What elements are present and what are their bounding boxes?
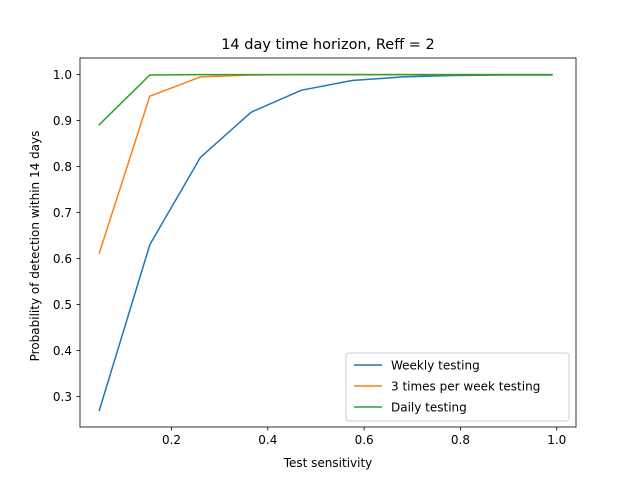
x-tick-label: 1.0 (547, 433, 566, 447)
y-tick-label: 1.0 (53, 68, 72, 82)
x-axis-label: Test sensitivity (283, 456, 373, 470)
x-tick-label: 0.6 (355, 433, 374, 447)
legend-label: 3 times per week testing (391, 379, 540, 393)
legend-label: Weekly testing (391, 358, 480, 372)
y-tick-label: 0.3 (53, 390, 72, 404)
y-tick-label: 0.7 (53, 206, 72, 220)
x-tick-label: 0.2 (162, 433, 181, 447)
series-line-2 (98, 73, 553, 126)
chart-title: 14 day time horizon, Reff = 2 (221, 37, 435, 53)
y-tick-label: 0.5 (53, 298, 72, 312)
y-tick-label: 0.4 (53, 344, 72, 358)
y-axis-label: Probability of detection within 14 days (28, 131, 42, 362)
y-tick-label: 0.8 (53, 160, 72, 174)
y-tick-label: 0.9 (53, 114, 72, 128)
plot-area: 0.2 0.4 0.6 0.8 1.0 0.3 0.4 0.5 0.6 0.7 0.8 0.9 1.0 (53, 57, 577, 447)
axes-frame (79, 57, 577, 428)
legend-label: Daily testing (391, 400, 467, 414)
series-line-1 (98, 73, 553, 255)
x-tick-label: 0.4 (258, 433, 277, 447)
x-tick-label: 0.8 (451, 433, 470, 447)
legend: Weekly testing 3 times per week testing Da… (345, 352, 570, 422)
legend-frame (345, 352, 570, 422)
y-tick-label: 0.6 (53, 252, 72, 266)
